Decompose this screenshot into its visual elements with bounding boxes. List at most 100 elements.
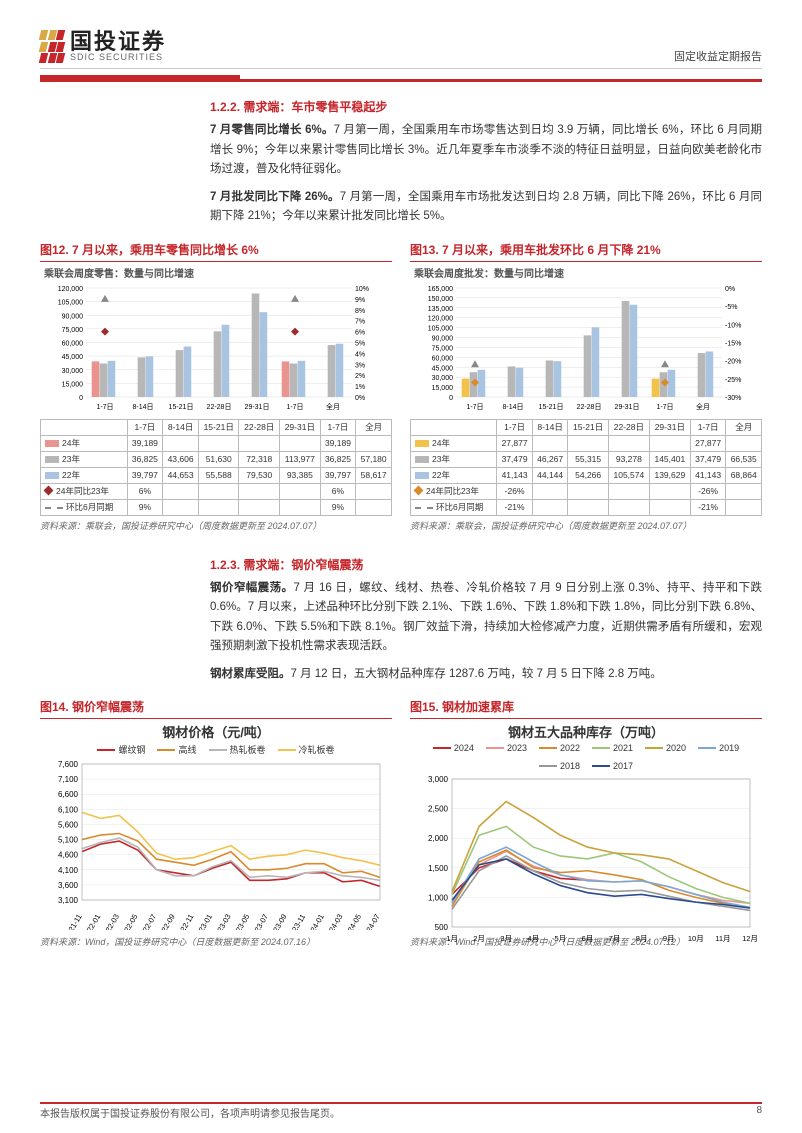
svg-text:15-21日: 15-21日 xyxy=(539,403,564,411)
svg-text:4,600: 4,600 xyxy=(58,851,79,860)
fig13-chart: 015,00030,00045,00060,00075,00090,000105… xyxy=(410,282,762,417)
svg-text:23-07: 23-07 xyxy=(253,913,270,931)
fig15-legend: 20242023202220212020201920182017 xyxy=(410,743,762,771)
svg-text:0: 0 xyxy=(449,395,453,402)
figure-12: 图12. 7 月以来，乘用车零售同比增长 6% 乘联会周度零售：数量与同比增速 … xyxy=(40,235,392,532)
fig12-title: 图12. 7 月以来，乘用车零售同比增长 6% xyxy=(40,241,392,258)
svg-text:全月: 全月 xyxy=(326,402,340,411)
svg-text:24-03: 24-03 xyxy=(327,913,344,931)
svg-text:8-14日: 8-14日 xyxy=(502,403,523,411)
fig13-source: 资料来源：乘联会，国投证券研究中心（周度数据更新至 2024.07.07） xyxy=(410,519,762,532)
svg-text:10%: 10% xyxy=(355,286,369,293)
svg-text:165,000: 165,000 xyxy=(428,286,453,293)
svg-text:2,500: 2,500 xyxy=(428,805,449,814)
svg-text:-25%: -25% xyxy=(725,377,741,384)
svg-text:5月: 5月 xyxy=(555,934,567,943)
fig14-chart-title: 钢材价格（元/吨） xyxy=(40,722,392,741)
svg-text:23-09: 23-09 xyxy=(271,913,288,931)
svg-text:22-05: 22-05 xyxy=(122,913,139,931)
svg-text:-15%: -15% xyxy=(725,340,741,347)
svg-text:15,000: 15,000 xyxy=(62,381,84,388)
svg-text:22-07: 22-07 xyxy=(141,913,158,931)
svg-text:22-28日: 22-28日 xyxy=(207,403,232,411)
svg-text:45,000: 45,000 xyxy=(432,365,454,372)
fig12-subtitle: 乘联会周度零售：数量与同比增速 xyxy=(44,265,392,280)
svg-text:-5%: -5% xyxy=(725,304,737,311)
svg-text:3%: 3% xyxy=(355,362,365,369)
svg-text:8%: 8% xyxy=(355,308,365,315)
fig15-chart-title: 钢材五大品种库存（万吨） xyxy=(410,722,762,741)
footer-rule xyxy=(40,1102,762,1104)
svg-text:90,000: 90,000 xyxy=(62,313,84,320)
svg-text:9月: 9月 xyxy=(663,934,675,943)
svg-text:3,100: 3,100 xyxy=(58,896,79,905)
svg-text:22-28日: 22-28日 xyxy=(577,403,602,411)
svg-text:1,500: 1,500 xyxy=(428,864,449,873)
svg-text:24-07: 24-07 xyxy=(364,913,381,931)
fig15-chart: 5001,0001,5002,0002,5003,0001月2月3月4月5月6月… xyxy=(410,775,762,945)
company-name-en: SDIC SECURITIES xyxy=(70,53,166,62)
footer: 本报告版权属于国投证券股份有限公司，各项声明请参见报告尾页。 8 xyxy=(40,1105,762,1120)
svg-text:500: 500 xyxy=(435,923,449,932)
company-name-cn: 国投证券 xyxy=(70,30,166,53)
fig13-title: 图13. 7 月以来，乘用车批发环比 6 月下降 21% xyxy=(410,241,762,258)
svg-text:150,000: 150,000 xyxy=(428,296,453,303)
svg-text:-20%: -20% xyxy=(725,358,741,365)
svg-text:1月: 1月 xyxy=(446,934,458,943)
svg-text:24-05: 24-05 xyxy=(346,913,363,931)
svg-text:75,000: 75,000 xyxy=(62,327,84,334)
svg-text:3月: 3月 xyxy=(500,934,512,943)
svg-text:8-14日: 8-14日 xyxy=(132,403,153,411)
para-123-2: 钢材累库受阻。7 月 12 日，五大钢材品种库存 1287.6 万吨，较 7 月… xyxy=(210,665,762,685)
figure-15: 图15. 钢材加速累库 钢材五大品种库存（万吨） 202420232022202… xyxy=(410,692,762,948)
svg-text:9%: 9% xyxy=(355,297,365,304)
svg-text:120,000: 120,000 xyxy=(58,286,83,293)
svg-text:22-01: 22-01 xyxy=(85,913,102,931)
svg-text:22-09: 22-09 xyxy=(159,913,176,931)
svg-text:7月: 7月 xyxy=(609,934,621,943)
svg-text:全月: 全月 xyxy=(696,402,710,411)
svg-text:105,000: 105,000 xyxy=(428,325,453,332)
svg-text:60,000: 60,000 xyxy=(432,355,454,362)
svg-text:135,000: 135,000 xyxy=(428,306,453,313)
svg-text:29-31日: 29-31日 xyxy=(615,403,640,411)
svg-text:120,000: 120,000 xyxy=(428,315,453,322)
page-header: 国投证券 SDIC SECURITIES 固定收益定期报告 xyxy=(40,30,762,69)
fig12-table: 1-7日8-14日15-21日22-28日29-31日1-7日全月24年39,1… xyxy=(40,419,392,516)
svg-text:5,600: 5,600 xyxy=(58,821,79,830)
fig13-subtitle: 乘联会周度批发：数量与同比增速 xyxy=(414,265,762,280)
fig14-legend: 螺纹钢高线热轧板卷冷轧板卷 xyxy=(40,743,392,756)
heading-122: 1.2.2. 需求端：车市零售平稳起步 xyxy=(210,98,762,115)
svg-text:29-31日: 29-31日 xyxy=(245,403,270,411)
svg-text:5%: 5% xyxy=(355,340,365,347)
svg-text:7,100: 7,100 xyxy=(58,776,79,785)
svg-text:10月: 10月 xyxy=(688,934,704,943)
svg-text:30,000: 30,000 xyxy=(62,367,84,374)
figure-13: 图13. 7 月以来，乘用车批发环比 6 月下降 21% 乘联会周度批发：数量与… xyxy=(410,235,762,532)
svg-text:21-11: 21-11 xyxy=(67,913,84,931)
svg-text:6月: 6月 xyxy=(582,934,594,943)
fig13-table: 1-7日8-14日15-21日22-28日29-31日1-7日全月24年27,8… xyxy=(410,419,762,516)
svg-text:6,600: 6,600 xyxy=(58,791,79,800)
svg-text:6,100: 6,100 xyxy=(58,806,79,815)
para-123-1: 钢价窄幅震荡。7 月 16 日，螺纹、线材、热卷、冷轧价格较 7 月 9 日分别… xyxy=(210,579,762,657)
fig14-source: 资料来源：Wind，国投证券研究中心（日度数据更新至 2024.07.16） xyxy=(40,935,392,948)
svg-text:-30%: -30% xyxy=(725,395,741,402)
svg-text:2%: 2% xyxy=(355,373,365,380)
fig15-title: 图15. 钢材加速累库 xyxy=(410,698,762,715)
fig14-title: 图14. 钢价窄幅震荡 xyxy=(40,698,392,715)
figure-14: 图14. 钢价窄幅震荡 钢材价格（元/吨） 螺纹钢高线热轧板卷冷轧板卷 3,10… xyxy=(40,692,392,948)
svg-text:1-7日: 1-7日 xyxy=(656,403,673,411)
para-122-2: 7 月批发同比下降 26%。7 月第一周，全国乘用车市场批发达到日均 2.8 万… xyxy=(210,188,762,227)
svg-text:0%: 0% xyxy=(725,286,735,293)
svg-text:23-03: 23-03 xyxy=(215,913,232,931)
svg-text:7%: 7% xyxy=(355,318,365,325)
svg-text:60,000: 60,000 xyxy=(62,340,84,347)
svg-text:2,000: 2,000 xyxy=(428,835,449,844)
svg-text:11月: 11月 xyxy=(715,934,730,943)
page-number: 8 xyxy=(756,1105,762,1120)
svg-text:1-7日: 1-7日 xyxy=(466,403,483,411)
svg-text:8月: 8月 xyxy=(636,934,648,943)
svg-text:-10%: -10% xyxy=(725,322,741,329)
svg-text:4,100: 4,100 xyxy=(58,866,79,875)
